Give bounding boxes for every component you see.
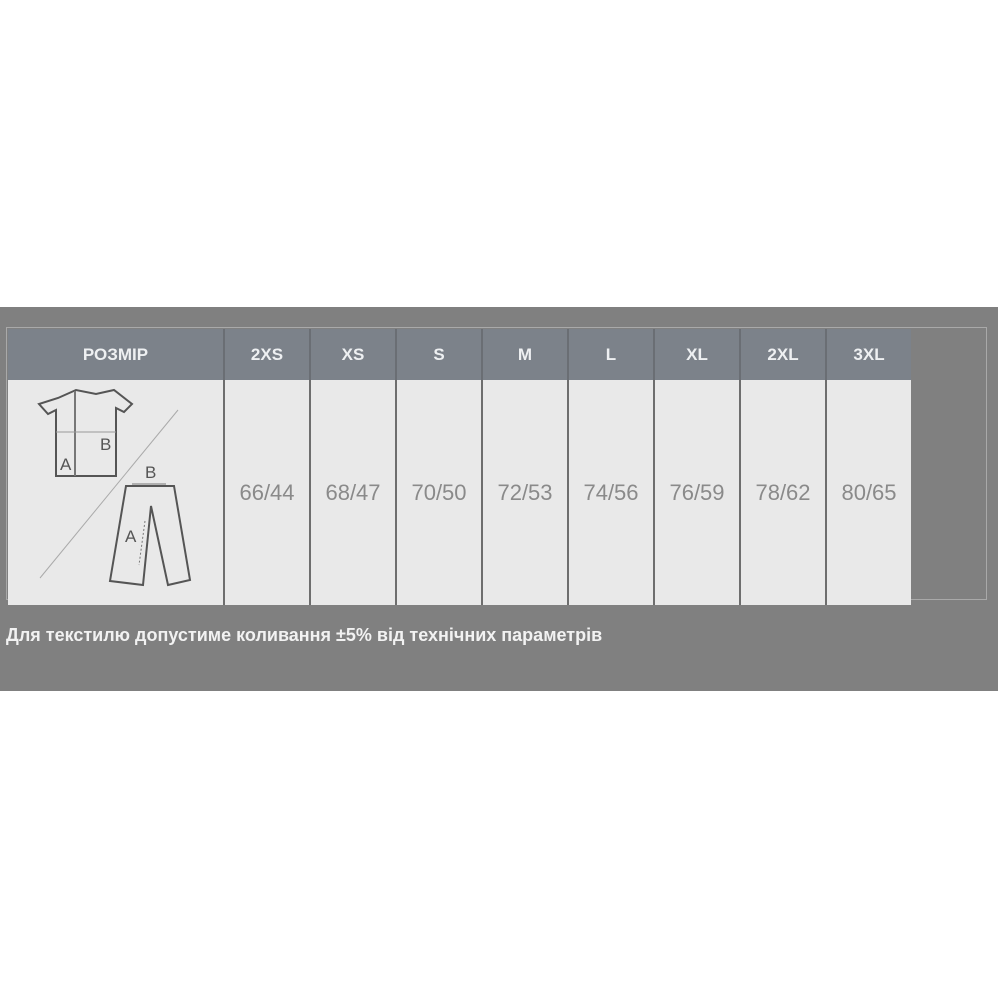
header-size: 2XS [224,329,311,380]
shirt-label-b: B [100,435,111,454]
shirt-pants-diagram-icon: B A B A [37,388,192,587]
garment-diagram: B A B A [8,380,225,605]
size-value: 66/44 [224,380,311,605]
size-value: 74/56 [568,380,655,605]
size-table: РОЗМІР 2XS XS S M L XL 2XL 3XL [8,329,911,605]
size-chart-panel: РОЗМІР 2XS XS S M L XL 2XL 3XL [0,307,998,691]
header-size: M [482,329,569,380]
header-size: 2XL [740,329,827,380]
values-row: B A B A 66/44 68/47 70/50 72/53 74/56 76… [8,380,911,605]
tolerance-note: Для текстилю допустиме коливання ±5% від… [6,625,603,645]
header-size: S [396,329,483,380]
pants-label-a: A [125,527,137,546]
header-row: РОЗМІР 2XS XS S M L XL 2XL 3XL [8,329,911,380]
header-size: 3XL [826,329,911,380]
size-value: 72/53 [482,380,569,605]
size-value: 78/62 [740,380,827,605]
size-value: 70/50 [396,380,483,605]
pants-label-b: B [145,463,156,482]
header-size: XS [310,329,397,380]
size-value: 68/47 [310,380,397,605]
header-size: XL [654,329,741,380]
header-size: L [568,329,655,380]
shirt-label-a: A [60,455,72,474]
size-value: 80/65 [826,380,911,605]
size-value: 76/59 [654,380,741,605]
header-size-label: РОЗМІР [8,329,225,380]
